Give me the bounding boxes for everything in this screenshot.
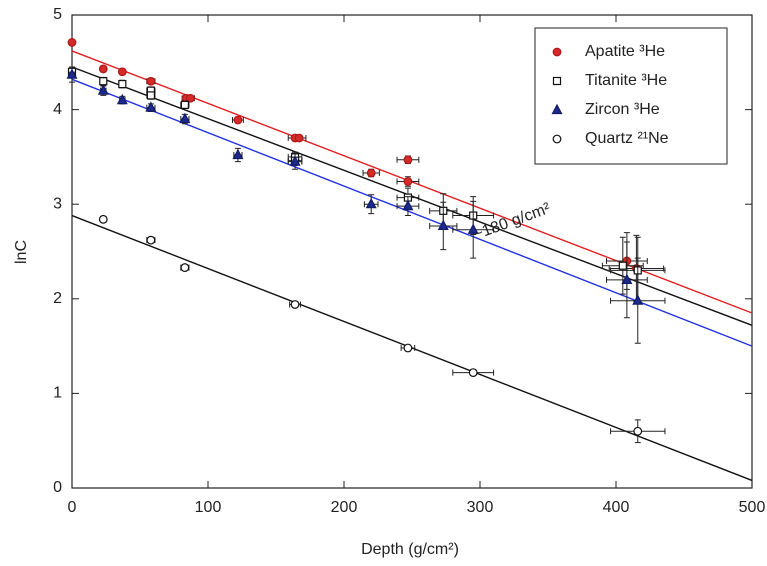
- error-bars: [601, 236, 644, 295]
- y-tick-label: 0: [53, 479, 62, 496]
- legend-label: Titanite ³He: [585, 72, 667, 89]
- data-point: [146, 76, 156, 86]
- y-axis-label: lnC: [13, 240, 30, 264]
- data-point: [118, 79, 127, 89]
- data-point: [233, 115, 243, 125]
- data-point: [289, 155, 301, 166]
- x-tick-label: 500: [739, 499, 766, 516]
- data-point: [632, 294, 644, 305]
- data-point: [99, 77, 108, 86]
- data-point: [145, 101, 157, 112]
- error-bars: [605, 241, 648, 319]
- plot-frame: [71, 14, 753, 489]
- legend-label: Apatite ³He: [585, 43, 665, 60]
- data-point: [366, 168, 376, 178]
- x-tick-label: 400: [603, 499, 630, 516]
- data-point: [185, 93, 195, 103]
- legend-marker: [552, 76, 562, 86]
- data-point: [97, 84, 109, 95]
- data-point: [146, 91, 155, 100]
- legend-label: Zircon ³He: [585, 101, 660, 118]
- legend-marker: [552, 134, 562, 144]
- legend-label: Quartz ²¹Ne: [585, 130, 669, 147]
- y-tick-label: 2: [53, 290, 62, 307]
- data-point: [290, 300, 300, 309]
- data-point: [117, 67, 127, 77]
- data-point: [294, 133, 304, 143]
- y-tick-label: 3: [53, 195, 62, 212]
- data-point: [66, 68, 78, 79]
- data-point: [98, 64, 108, 74]
- data-point: [621, 273, 633, 284]
- legend-marker: [551, 103, 563, 115]
- data-point: [633, 426, 643, 436]
- y-tick-label: 5: [53, 6, 62, 23]
- data-point: [403, 177, 413, 186]
- data-point: [146, 235, 156, 245]
- x-axis-label: Depth (g/cm²): [361, 541, 459, 558]
- annotation: ~180 g/cm²: [471, 200, 553, 244]
- data-point: [180, 100, 189, 109]
- data-point: [403, 155, 413, 165]
- data-point: [365, 197, 377, 209]
- y-tick-label: 4: [53, 101, 62, 118]
- data-point: [437, 219, 449, 231]
- data-point: [98, 214, 108, 224]
- legend-box: [534, 27, 728, 165]
- x-tick-label: 100: [195, 499, 222, 516]
- error-bars: [429, 201, 458, 251]
- x-tick-label: 300: [467, 499, 494, 516]
- data-point: [403, 343, 413, 353]
- data-point: [402, 199, 414, 211]
- data-point: [179, 112, 191, 124]
- x-tick-label: 0: [68, 499, 77, 516]
- x-tick-label: 200: [331, 499, 358, 516]
- y-tick-label: 1: [53, 385, 62, 402]
- error-bars: [452, 200, 495, 259]
- data-point: [467, 223, 479, 234]
- legend-marker: [552, 47, 562, 57]
- data-point: [180, 263, 190, 272]
- data-point: [116, 93, 128, 105]
- data-point: [67, 38, 77, 47]
- data-point: [468, 368, 478, 377]
- data-point: [232, 148, 244, 160]
- data-point: [618, 261, 627, 270]
